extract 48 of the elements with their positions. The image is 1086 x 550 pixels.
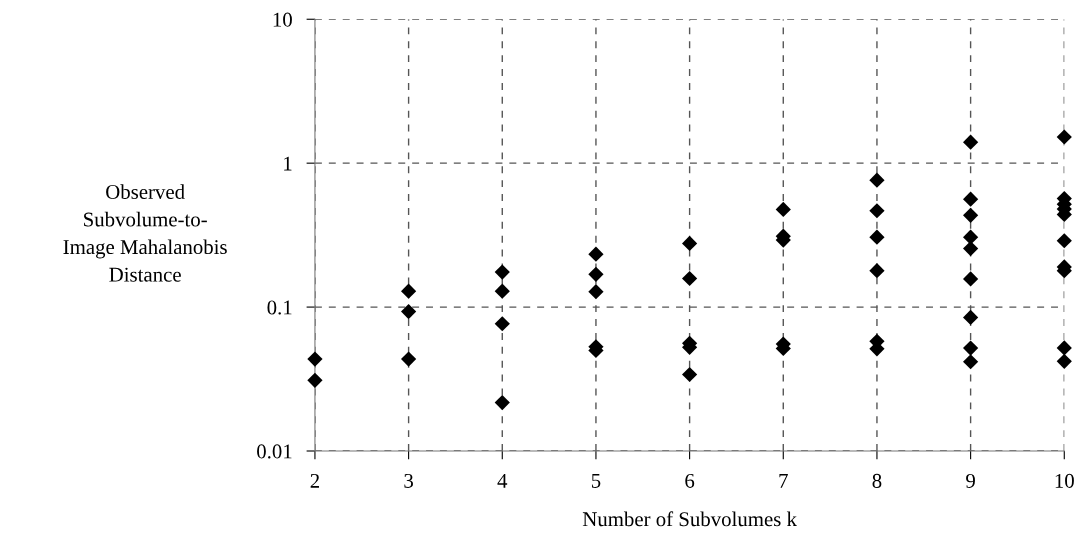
- point: [869, 263, 885, 279]
- point: [307, 351, 323, 367]
- point: [1056, 340, 1072, 356]
- point: [682, 235, 698, 252]
- point: [401, 283, 417, 299]
- point: [963, 207, 979, 223]
- y-tick-label: 10: [273, 12, 292, 27]
- x-tick-label: 9: [966, 473, 975, 488]
- point: [963, 240, 979, 257]
- point: [775, 201, 791, 218]
- x-tick-label: 5: [591, 474, 601, 488]
- x-tick-label: 3: [404, 473, 413, 488]
- y-tick-label: 0.1: [267, 300, 292, 315]
- point: [588, 266, 604, 282]
- point: [963, 309, 979, 325]
- point: [1056, 129, 1072, 145]
- point: [963, 271, 979, 287]
- point: [307, 372, 323, 388]
- x-axis-title: Number of Subvolumes k: [582, 511, 797, 527]
- point: [682, 270, 698, 287]
- point: [1056, 233, 1072, 249]
- point: [588, 246, 604, 262]
- point: [963, 354, 979, 370]
- y-axis-title: Observed Subvolume-to- Image Mahalanobis Distance: [63, 184, 227, 282]
- point: [588, 284, 604, 300]
- point: [869, 229, 885, 245]
- x-tick-label: 2: [310, 473, 319, 488]
- x-tick-label: 4: [497, 473, 508, 488]
- point: [869, 203, 885, 219]
- point: [494, 283, 510, 299]
- x-tick-label: 8: [872, 473, 882, 488]
- x-tick-label: 7: [779, 474, 788, 488]
- x-tick-label: 10: [1055, 473, 1074, 488]
- x-tick-label: 6: [685, 473, 695, 488]
- point: [963, 191, 979, 207]
- point: [494, 394, 510, 411]
- y-tick-label: 0.01: [257, 444, 292, 459]
- point: [963, 134, 979, 150]
- point: [963, 340, 979, 356]
- point: [494, 316, 510, 332]
- point: [401, 304, 417, 320]
- point: [1056, 353, 1072, 369]
- point: [963, 229, 979, 245]
- point: [401, 351, 417, 367]
- y-tick-label: 1: [284, 156, 292, 171]
- point: [494, 264, 510, 280]
- point: [682, 366, 698, 383]
- point: [869, 172, 885, 188]
